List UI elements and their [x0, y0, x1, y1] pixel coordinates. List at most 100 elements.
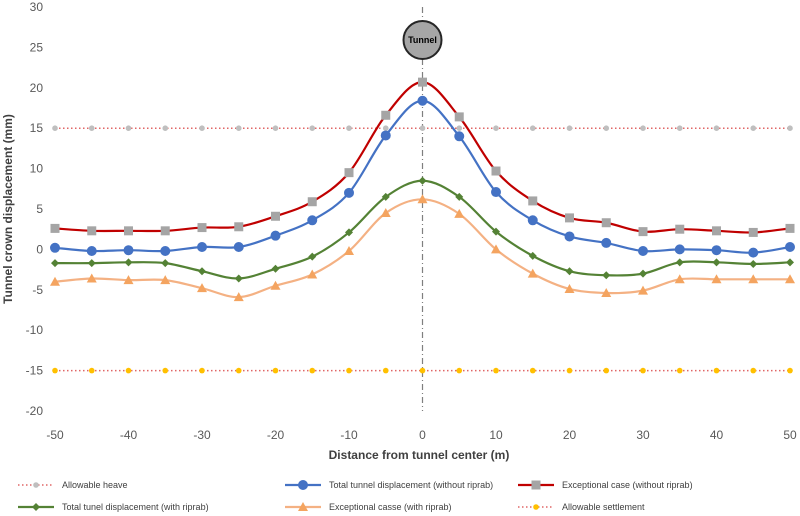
- x-tick-label: 50: [783, 428, 797, 442]
- x-tick-label: 20: [563, 428, 577, 442]
- y-tick-label: 0: [36, 242, 43, 256]
- legend-label: Exceptional case (without riprab): [562, 480, 693, 490]
- data-point: [748, 247, 759, 258]
- legend: Allowable heave Total tunnel displacement…: [18, 480, 693, 512]
- data-point: [750, 125, 757, 131]
- x-tick-label: -30: [193, 428, 211, 442]
- data-point: [601, 288, 612, 298]
- y-tick-label: -15: [26, 364, 44, 378]
- legend-label: Total tunel displacement (with riprab): [62, 502, 209, 512]
- data-point: [233, 292, 244, 302]
- y-tick-label: -5: [32, 283, 43, 297]
- data-point: [713, 125, 720, 131]
- data-point: [199, 125, 205, 131]
- data-point: [271, 211, 280, 221]
- legend-item: Allowable heave: [18, 480, 128, 490]
- data-point: [270, 230, 281, 241]
- data-point: [197, 241, 207, 252]
- data-point: [344, 187, 354, 198]
- y-tick-label: 30: [30, 0, 44, 14]
- data-point: [750, 367, 757, 374]
- legend-marker: [32, 503, 40, 511]
- data-point: [417, 194, 428, 204]
- data-point: [639, 269, 647, 278]
- data-point: [197, 283, 207, 293]
- data-point: [162, 125, 169, 131]
- legend-marker: [298, 480, 308, 490]
- data-point: [493, 367, 499, 374]
- data-point: [638, 285, 648, 295]
- data-point: [272, 367, 279, 374]
- data-point: [381, 192, 390, 201]
- data-point: [528, 196, 538, 206]
- data-point: [160, 246, 171, 257]
- data-point: [638, 246, 648, 257]
- series-1: [50, 95, 795, 258]
- data-point: [344, 168, 354, 178]
- data-point: [124, 258, 133, 267]
- data-point: [527, 268, 538, 278]
- data-point: [785, 241, 795, 252]
- legend-marker: [33, 482, 39, 488]
- data-point: [235, 125, 242, 131]
- legend-item: Allowable settlement: [518, 502, 645, 512]
- legend-item: Total tunel displacement (with riprab): [18, 502, 209, 512]
- data-point: [785, 223, 795, 233]
- legend-marker: [531, 480, 541, 490]
- data-point: [307, 215, 318, 226]
- data-point: [271, 264, 280, 273]
- data-point: [380, 208, 391, 218]
- y-tick-label: 25: [30, 40, 44, 54]
- data-point: [455, 192, 464, 201]
- data-point: [786, 258, 794, 267]
- legend-item: Total tunnel displacement (without ripra…: [285, 480, 493, 490]
- legend-item: Exceptional casse (with riprab): [285, 502, 452, 512]
- data-point: [88, 367, 95, 374]
- data-point: [787, 125, 793, 131]
- data-point: [454, 112, 464, 122]
- data-point: [234, 222, 244, 232]
- data-point: [675, 224, 685, 234]
- series-4: [50, 194, 795, 302]
- data-point: [50, 223, 60, 233]
- y-tick-label: 10: [30, 162, 44, 176]
- data-point: [564, 231, 575, 242]
- data-point: [235, 367, 242, 374]
- tick-labels: -50 -40 -30 -20 -10 0 10 20 30 40 50-20-15-10-5051…: [26, 0, 797, 442]
- tunnel-label: Tunnel: [408, 35, 437, 45]
- data-point: [346, 367, 352, 374]
- data-point: [603, 125, 610, 131]
- data-point: [125, 367, 132, 374]
- data-point: [124, 226, 133, 236]
- data-point: [491, 244, 501, 254]
- data-point: [603, 367, 610, 374]
- data-point: [418, 77, 427, 87]
- series-2: [50, 77, 795, 237]
- data-point: [601, 237, 612, 248]
- data-point: [676, 125, 683, 131]
- data-point: [197, 223, 207, 233]
- legend-label: Allowable settlement: [562, 502, 645, 512]
- data-point: [492, 227, 500, 236]
- data-point: [566, 125, 573, 131]
- data-point: [712, 226, 721, 236]
- data-point: [233, 241, 244, 252]
- data-point: [52, 367, 58, 374]
- y-tick-label: -10: [26, 323, 44, 337]
- data-point: [711, 245, 722, 256]
- legend-item: Exceptional case (without riprab): [518, 480, 693, 490]
- x-tick-label: -50: [46, 428, 64, 442]
- data-point: [748, 274, 759, 284]
- x-tick-label: 40: [710, 428, 724, 442]
- data-point: [51, 259, 59, 268]
- data-point: [640, 367, 646, 374]
- data-point: [529, 125, 536, 131]
- data-point: [88, 125, 95, 131]
- data-point: [787, 367, 793, 374]
- data-point: [454, 131, 465, 142]
- x-axis-title: Distance from tunnel center (m): [329, 448, 510, 462]
- data-point: [344, 246, 354, 256]
- data-point: [674, 274, 685, 284]
- data-point: [307, 269, 318, 279]
